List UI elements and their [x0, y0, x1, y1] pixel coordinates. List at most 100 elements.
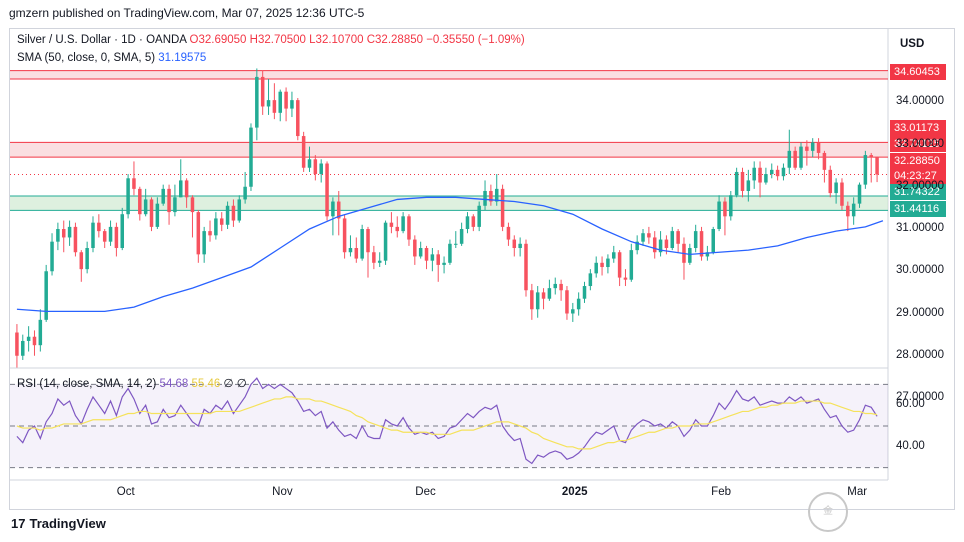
candle-up	[834, 182, 838, 194]
candle-up	[494, 188, 499, 202]
candle-down	[313, 159, 318, 175]
candle-down	[647, 233, 651, 238]
change-value: −0.35550 (−1.09%)	[426, 34, 525, 46]
candle-down	[424, 248, 429, 261]
candle-down	[272, 100, 277, 113]
price-axis-tick: 31.00000	[896, 222, 944, 234]
candle-up	[448, 243, 452, 263]
candle-down	[699, 231, 704, 257]
price-axis-tick: 30.00000	[896, 264, 944, 277]
candle-up	[401, 216, 405, 232]
candle-down	[389, 222, 394, 227]
candle-down	[138, 188, 142, 215]
candle-down	[512, 239, 517, 249]
candle-up	[711, 229, 715, 253]
candle-down	[354, 248, 359, 259]
candle-down	[132, 178, 136, 189]
candle-up	[764, 174, 768, 183]
time-axis-tick: Mar	[847, 486, 868, 498]
sma-value: 31.19575	[158, 52, 207, 64]
candle-up	[863, 155, 868, 185]
candle-up	[266, 100, 271, 107]
candle-down	[301, 136, 306, 168]
price-tag-support-high: 31.74322	[890, 184, 946, 200]
candle-down	[758, 167, 762, 183]
candle-down	[506, 226, 511, 240]
candle-up	[635, 241, 639, 251]
candle-up	[67, 226, 72, 238]
candle-up	[594, 262, 598, 274]
candle-up	[454, 243, 458, 245]
candle-down	[372, 252, 376, 263]
open-value: O32.69050	[189, 34, 247, 46]
candle-up	[693, 231, 698, 249]
time-axis-tick: Nov	[272, 486, 293, 498]
time-axis-tick: 2025	[561, 486, 588, 498]
candle-up	[717, 201, 721, 229]
candle-down	[541, 292, 546, 299]
candle-up	[319, 163, 323, 175]
sma-line	[16, 196, 884, 313]
candle-up	[670, 231, 675, 249]
candle-up	[553, 283, 558, 289]
candle-up	[588, 273, 593, 287]
candle-down	[231, 205, 236, 221]
candle-down	[723, 201, 727, 217]
candle-down	[559, 283, 563, 291]
sma-legend[interactable]: SMA (50, close, 0, SMA, 5) 31.19575	[17, 52, 206, 64]
candle-up	[641, 233, 645, 242]
candle-down	[167, 188, 171, 213]
candle-up	[237, 199, 242, 221]
candle-up	[477, 205, 481, 227]
watermark-text: 金	[823, 506, 833, 517]
candle-down	[61, 229, 66, 238]
candle-up	[571, 309, 575, 314]
candle-down	[840, 182, 844, 206]
candle-up	[483, 190, 487, 206]
candle-up	[307, 159, 312, 168]
candle-down	[97, 222, 101, 232]
candle-down	[828, 169, 833, 194]
candle-up	[851, 203, 856, 217]
candle-up	[518, 243, 522, 249]
candle-up	[612, 252, 616, 259]
candle-down	[530, 290, 534, 310]
candle-up	[360, 229, 364, 259]
rsi-legend[interactable]: RSI (14, close, SMA, 14, 2) 54.68 55.46 …	[17, 376, 247, 390]
symbol-label: Silver / U.S. Dollar · 1D · OANDA	[17, 34, 187, 46]
rsi-axis-tick: 60.00	[896, 398, 925, 411]
candle-up	[225, 205, 230, 225]
currency-button[interactable]: USD	[900, 38, 925, 50]
candle-down	[336, 201, 341, 219]
candle-down	[413, 239, 417, 257]
candle-up	[629, 250, 634, 280]
candle-up	[179, 180, 183, 198]
candle-down	[190, 197, 195, 213]
price-axis-tick: 28.00000	[896, 348, 944, 361]
candle-up	[50, 241, 54, 272]
candle-up	[781, 167, 786, 177]
time-axis-tick: Feb	[711, 486, 731, 498]
brand-footer[interactable]: 17 TradingView	[11, 516, 106, 531]
candle-up	[348, 248, 353, 253]
candle-down	[869, 155, 873, 158]
candle-up	[126, 178, 130, 215]
time-axis-tick: Oct	[116, 486, 135, 498]
resistance-zone	[10, 70, 888, 80]
candle-down	[600, 262, 604, 268]
candle-up	[155, 203, 160, 227]
candle-down	[805, 146, 809, 151]
candle-down	[184, 180, 189, 198]
candle-down	[471, 216, 476, 227]
candle-up	[38, 319, 43, 346]
candle-down	[15, 332, 19, 356]
candle-down	[149, 199, 154, 227]
resistance-zone	[10, 142, 888, 158]
candle-down	[775, 169, 780, 177]
price-tag-resist-mid: 33.01173	[890, 120, 946, 136]
candle-down	[875, 157, 879, 175]
candle-down	[296, 100, 300, 137]
price-axis-tick: 29.00000	[896, 306, 944, 319]
candle-up	[202, 231, 206, 255]
